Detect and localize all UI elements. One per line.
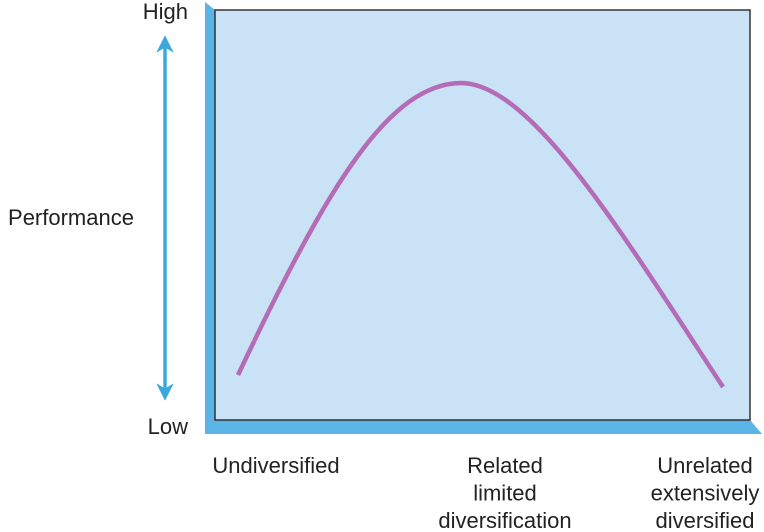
x-label: diversification <box>438 508 571 532</box>
x-label: Undiversified <box>212 453 339 478</box>
panel <box>214 9 751 421</box>
performance-curve <box>235 80 725 389</box>
x-label: extensively <box>651 480 760 505</box>
high-label: High <box>143 0 188 24</box>
x-label: limited <box>473 480 537 505</box>
x-label: Related <box>467 453 543 478</box>
x-label: Unrelated <box>657 453 752 478</box>
low-label: Low <box>148 414 188 439</box>
axis-label: Performance <box>8 205 134 230</box>
x-label: diversified <box>655 508 754 532</box>
